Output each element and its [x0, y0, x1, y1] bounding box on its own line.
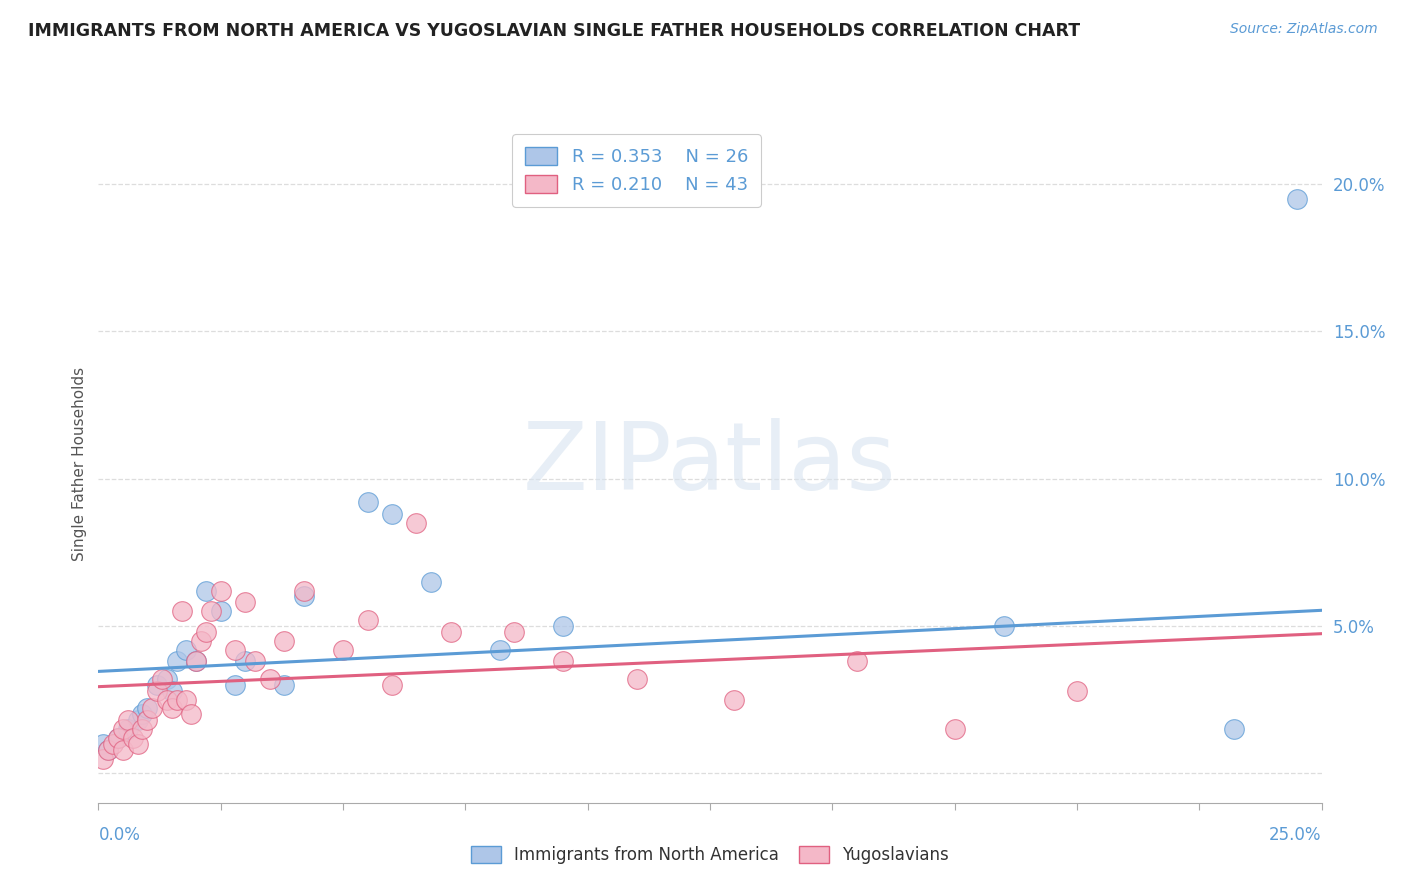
Point [97, 743, 120, 757]
Point [259, 672, 281, 686]
Point [1066, 683, 1088, 698]
Point [91, 737, 114, 751]
Text: ZIPatlas: ZIPatlas [523, 417, 897, 510]
Point [117, 722, 139, 736]
Point [943, 722, 966, 736]
Point [190, 633, 212, 648]
Point [332, 642, 354, 657]
Point [292, 590, 315, 604]
Point [150, 672, 173, 686]
Point [195, 624, 218, 639]
Point [209, 604, 232, 618]
Point [440, 624, 463, 639]
Point [146, 678, 169, 692]
Point [381, 507, 404, 521]
Text: 0.0%: 0.0% [98, 826, 141, 845]
Text: Source: ZipAtlas.com: Source: ZipAtlas.com [1230, 22, 1378, 37]
Point [209, 583, 232, 598]
Legend: Immigrants from North America, Yugoslavians: Immigrants from North America, Yugoslavi… [463, 838, 957, 872]
Point [626, 672, 648, 686]
Point [356, 613, 378, 627]
Point [141, 701, 163, 715]
Point [292, 583, 315, 598]
Point [845, 654, 868, 668]
Point [127, 737, 149, 751]
Point [503, 624, 526, 639]
Point [176, 692, 198, 706]
Point [131, 707, 153, 722]
Point [127, 713, 149, 727]
Point [273, 678, 295, 692]
Point [160, 683, 183, 698]
Point [146, 683, 169, 698]
Point [553, 619, 575, 633]
Point [200, 604, 222, 618]
Point [233, 595, 256, 609]
Point [993, 619, 1015, 633]
Point [111, 743, 134, 757]
Point [111, 722, 134, 736]
Point [97, 743, 120, 757]
Point [405, 516, 427, 530]
Point [131, 722, 153, 736]
Point [233, 654, 256, 668]
Y-axis label: Single Father Households: Single Father Households [72, 367, 87, 561]
Point [170, 604, 193, 618]
Point [420, 574, 443, 589]
Point [1222, 722, 1244, 736]
Point [91, 751, 114, 765]
Point [176, 642, 198, 657]
Point [136, 701, 159, 715]
Point [243, 654, 266, 668]
Point [356, 495, 378, 509]
Point [107, 731, 129, 745]
Point [1286, 192, 1309, 206]
Point [186, 654, 208, 668]
Point [160, 701, 183, 715]
Point [117, 713, 139, 727]
Point [107, 731, 129, 745]
Point [381, 678, 404, 692]
Point [156, 692, 179, 706]
Point [195, 583, 218, 598]
Point [166, 692, 188, 706]
Point [186, 654, 208, 668]
Point [121, 731, 143, 745]
Point [166, 654, 188, 668]
Point [723, 692, 745, 706]
Point [224, 678, 246, 692]
Point [224, 642, 246, 657]
Point [273, 633, 295, 648]
Point [156, 672, 179, 686]
Point [101, 737, 124, 751]
Text: 25.0%: 25.0% [1270, 826, 1322, 845]
Point [136, 713, 159, 727]
Point [488, 642, 510, 657]
Text: IMMIGRANTS FROM NORTH AMERICA VS YUGOSLAVIAN SINGLE FATHER HOUSEHOLDS CORRELATIO: IMMIGRANTS FROM NORTH AMERICA VS YUGOSLA… [28, 22, 1080, 40]
Point [180, 707, 202, 722]
Point [553, 654, 575, 668]
